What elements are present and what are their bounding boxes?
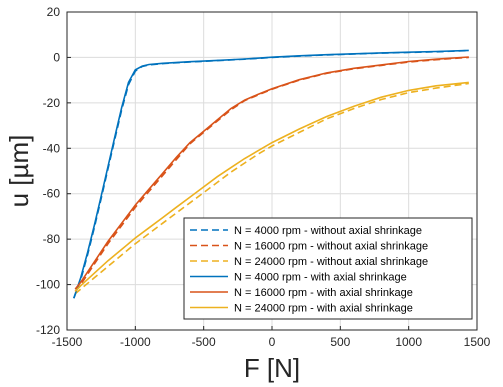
y-axis-label: u [µm] bbox=[4, 135, 34, 208]
series-line-5 bbox=[74, 56, 469, 290]
legend-label: N = 16000 rpm - without axial shrinkage bbox=[234, 241, 428, 253]
legend: N = 4000 rpm - without axial shrinkage N … bbox=[183, 217, 473, 320]
legend-label: N = 24000 rpm - without axial shrinkage bbox=[234, 256, 428, 268]
y-tick-label: -60 bbox=[43, 187, 61, 201]
series-line-4 bbox=[73, 49, 469, 299]
x-tick-label: 1500 bbox=[464, 335, 491, 349]
tick-labels: -1500 -1000 -500 0 500 1000 1500 20 0 -20 -40 -60 -8… bbox=[36, 5, 491, 349]
series-lines bbox=[73, 49, 469, 299]
legend-label: N = 4000 rpm - with axial shrinkage bbox=[234, 272, 407, 284]
y-tick-label: 0 bbox=[53, 50, 60, 64]
legend-label: N = 16000 rpm - with axial shrinkage bbox=[234, 287, 413, 299]
x-tick-label: -1500 bbox=[52, 335, 83, 349]
legend-label: N = 4000 rpm - without axial shrinkage bbox=[234, 225, 422, 237]
y-tick-label: -20 bbox=[43, 96, 61, 110]
series-line-3 bbox=[74, 82, 469, 295]
x-tick-label: -1000 bbox=[120, 335, 151, 349]
y-tick-label: -80 bbox=[43, 232, 61, 246]
x-tick-label: 500 bbox=[330, 335, 350, 349]
x-tick-label: 0 bbox=[269, 335, 276, 349]
y-tick-label: -40 bbox=[43, 141, 61, 155]
x-axis-label: F [N] bbox=[244, 353, 300, 383]
y-tick-label: -120 bbox=[36, 323, 60, 337]
x-tick-label: -500 bbox=[192, 335, 216, 349]
legend-box bbox=[183, 217, 473, 320]
legend-label: N = 24000 rpm - with axial shrinkage bbox=[234, 303, 413, 315]
series-line-6 bbox=[74, 81, 469, 292]
y-tick-label: -100 bbox=[36, 278, 60, 292]
y-tick-label: 20 bbox=[47, 5, 61, 19]
x-tick-label: 1000 bbox=[395, 335, 422, 349]
